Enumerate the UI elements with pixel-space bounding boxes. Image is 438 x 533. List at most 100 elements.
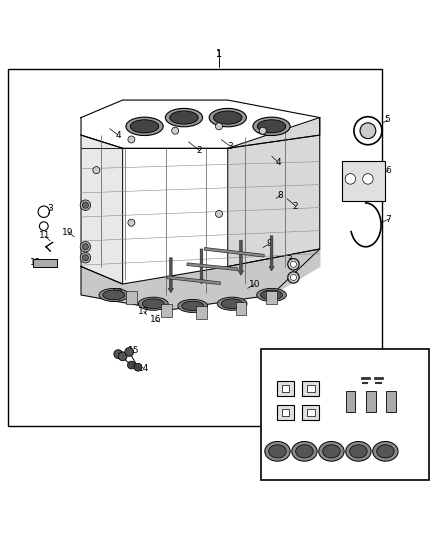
Text: 5: 5	[385, 115, 391, 124]
Ellipse shape	[265, 441, 290, 461]
Ellipse shape	[292, 441, 317, 461]
Circle shape	[82, 202, 88, 208]
Ellipse shape	[257, 288, 286, 302]
Bar	[342, 161, 385, 201]
Text: 6: 6	[385, 166, 392, 175]
Text: 18: 18	[112, 288, 123, 297]
Text: 9: 9	[266, 239, 272, 248]
FancyArrow shape	[269, 236, 274, 271]
Circle shape	[80, 241, 91, 252]
Circle shape	[82, 244, 88, 250]
Circle shape	[128, 219, 135, 226]
Ellipse shape	[103, 290, 125, 300]
Bar	[302, 381, 319, 396]
Polygon shape	[81, 249, 320, 310]
Ellipse shape	[350, 445, 367, 458]
Polygon shape	[81, 249, 320, 310]
Ellipse shape	[131, 120, 159, 133]
Ellipse shape	[373, 441, 398, 461]
Circle shape	[128, 136, 135, 143]
Bar	[366, 391, 375, 413]
Polygon shape	[81, 135, 123, 284]
Text: 14: 14	[138, 364, 149, 373]
Text: 11: 11	[390, 364, 401, 373]
Circle shape	[172, 127, 179, 134]
Circle shape	[114, 350, 123, 359]
Bar	[33, 260, 57, 268]
Circle shape	[215, 123, 223, 130]
Text: 1: 1	[216, 49, 222, 59]
Ellipse shape	[217, 297, 247, 310]
Text: 10: 10	[249, 279, 261, 288]
Text: 17: 17	[138, 306, 149, 316]
Ellipse shape	[257, 120, 286, 133]
Text: 3: 3	[286, 255, 292, 264]
Text: 15: 15	[128, 346, 139, 355]
Text: 4: 4	[261, 397, 267, 406]
Circle shape	[288, 259, 299, 270]
Ellipse shape	[126, 117, 163, 135]
Circle shape	[290, 261, 297, 268]
Text: 2: 2	[293, 201, 298, 211]
Text: 3: 3	[227, 142, 233, 150]
Ellipse shape	[142, 299, 164, 309]
Bar	[266, 290, 277, 304]
Bar	[307, 385, 314, 392]
Bar	[282, 385, 290, 392]
Text: 7: 7	[385, 215, 392, 224]
Text: 11: 11	[145, 301, 157, 310]
Circle shape	[118, 352, 127, 361]
Bar	[8, 69, 382, 426]
Bar	[161, 304, 172, 317]
FancyArrow shape	[199, 249, 204, 284]
Circle shape	[360, 123, 376, 139]
Circle shape	[80, 253, 91, 263]
Ellipse shape	[138, 297, 168, 310]
FancyArrow shape	[168, 258, 173, 293]
Ellipse shape	[346, 441, 371, 461]
Text: 2: 2	[197, 146, 202, 155]
Text: 12: 12	[30, 257, 42, 266]
Circle shape	[125, 348, 134, 356]
Ellipse shape	[261, 290, 283, 300]
Ellipse shape	[296, 445, 313, 458]
Circle shape	[259, 127, 266, 134]
Bar	[277, 405, 294, 420]
Ellipse shape	[209, 108, 246, 127]
Circle shape	[127, 361, 135, 369]
Text: 13: 13	[297, 459, 308, 467]
Bar	[307, 409, 314, 416]
Bar	[302, 405, 319, 420]
Circle shape	[288, 272, 299, 283]
Circle shape	[363, 174, 373, 184]
Text: 16: 16	[150, 316, 161, 325]
Ellipse shape	[377, 445, 394, 458]
Ellipse shape	[178, 300, 208, 312]
Circle shape	[215, 211, 223, 217]
Circle shape	[82, 255, 88, 261]
Circle shape	[134, 364, 142, 371]
Bar	[386, 391, 396, 413]
Ellipse shape	[182, 301, 204, 311]
Text: 19: 19	[62, 228, 74, 237]
Ellipse shape	[323, 445, 340, 458]
Ellipse shape	[99, 288, 129, 302]
FancyArrow shape	[238, 240, 244, 275]
Ellipse shape	[165, 108, 202, 127]
Ellipse shape	[253, 117, 290, 135]
Bar	[346, 391, 355, 413]
Text: 4: 4	[116, 131, 121, 140]
Ellipse shape	[221, 299, 243, 309]
Bar	[277, 381, 294, 396]
Bar	[282, 409, 290, 416]
Circle shape	[290, 274, 297, 280]
Bar	[236, 302, 246, 314]
Bar	[261, 349, 429, 480]
Text: 3: 3	[47, 204, 53, 213]
Circle shape	[345, 174, 356, 184]
Polygon shape	[228, 118, 320, 266]
Bar	[126, 290, 137, 304]
Text: 12: 12	[415, 377, 427, 386]
Circle shape	[93, 167, 100, 174]
Text: 4: 4	[276, 158, 281, 167]
